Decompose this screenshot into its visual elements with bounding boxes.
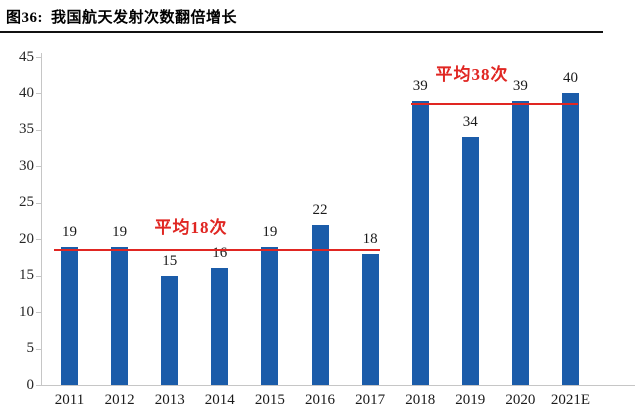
y-axis-tick [36,202,41,204]
x-axis-label-2012: 2012 [104,392,135,408]
y-axis-tick-label: 5 [26,340,35,357]
y-axis-tick [36,312,41,314]
bar-value-label: 40 [563,70,578,87]
y-axis-line [41,53,42,385]
bar-value-label: 22 [312,201,328,218]
average-annotation-label: 平均38次 [435,65,509,84]
y-axis-tick-label: 35 [19,121,34,138]
y-axis-tick [36,239,41,241]
y-axis-tick-label: 40 [19,84,34,101]
x-axis-label-2015: 2015 [254,392,285,408]
average-line-2018-2021E [411,103,579,106]
x-axis-label-2017: 2017 [355,392,386,408]
y-axis-tick [36,57,41,58]
y-axis-tick-label: 25 [19,194,34,211]
y-axis-tick [36,385,41,386]
title-divider-rule [0,31,603,33]
y-axis-tick-label: 15 [19,267,34,284]
average-annotation-label: 平均18次 [154,218,228,237]
y-axis-tick [36,348,41,350]
y-axis-tick [36,93,41,95]
figure-title: 图36: 我国航天发射次数翻倍增长 [6,6,237,27]
y-axis-tick-label: 0 [26,376,35,393]
figure-title-text: 我国航天发射次数翻倍增长 [51,10,238,26]
bar-2020 [511,100,529,385]
y-axis-tick [36,275,41,277]
y-axis-tick-label: 45 [19,48,34,65]
bar-2012 [111,246,129,385]
bar-value-label: 18 [362,230,378,247]
bar-value-label: 19 [62,223,77,240]
bar-2013 [161,275,179,385]
bar-value-label: 39 [512,77,528,94]
bar-2014 [211,268,229,385]
figure-number-label: 图36: [6,10,43,26]
bar-2021E [562,93,579,385]
bar-value-label: 15 [162,252,178,269]
bar-2017 [361,253,379,385]
x-axis-label-2021E: 2021E [550,392,591,408]
bar-value-label: 39 [412,77,428,94]
bar-value-label: 19 [112,223,128,240]
bar-2015 [261,246,279,385]
y-axis-tick [36,129,41,131]
x-axis-label-2020: 2020 [505,392,536,408]
y-axis-tick [36,166,41,168]
x-axis-label-2013: 2013 [154,392,185,408]
x-axis-label-2019: 2019 [455,392,486,408]
y-axis-tick-label: 30 [19,157,34,174]
bar-2018 [411,100,429,385]
x-axis-label-2016: 2016 [305,392,335,408]
x-axis-label-2014: 2014 [204,392,235,408]
bar-value-label: 19 [262,223,278,240]
y-axis-tick-label: 10 [19,303,34,320]
bar-2011 [61,246,78,385]
x-axis-label-2018: 2018 [405,392,436,408]
average-line-2011-2017 [53,249,381,252]
bar-value-label: 34 [462,114,478,131]
bar-value-label: 16 [212,245,228,262]
y-axis-tick-label: 20 [19,230,34,247]
x-axis-line [40,385,635,386]
bar-2019 [461,137,479,385]
x-axis-label-2011: 2011 [54,392,85,408]
bar-2016 [311,224,329,385]
